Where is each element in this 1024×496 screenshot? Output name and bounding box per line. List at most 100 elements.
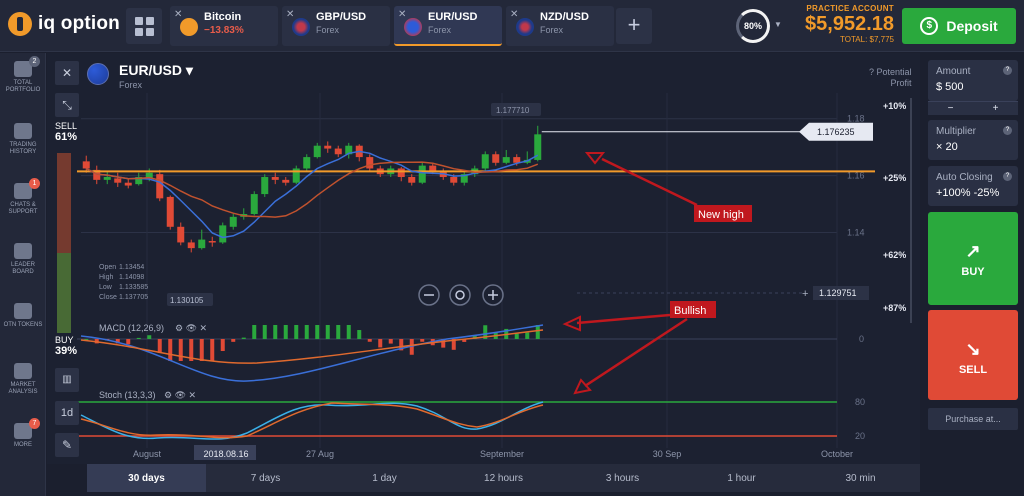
nz-flag-icon — [516, 18, 534, 36]
sidebar-item-otn-tokens[interactable]: OTN TOKENS — [0, 303, 46, 329]
settings-icon[interactable]: ⚙ 👁 ✕ — [164, 390, 196, 400]
buy-button[interactable]: ↗ BUY — [928, 212, 1018, 305]
chevron-down-icon[interactable]: ▼ — [774, 20, 782, 29]
price-chart[interactable]: 1.18 1.16 1.14 1.176235 1.177710 1.130105 1.1… — [47, 53, 920, 464]
zoom-out-button[interactable] — [418, 284, 440, 306]
timeframe-30-days[interactable]: 30 days — [87, 464, 206, 492]
candle-body — [219, 225, 227, 243]
drawing-tools-icon[interactable]: ✎ — [55, 433, 79, 457]
profit-level-label: +25% — [883, 173, 906, 183]
macd-histogram-bar — [136, 337, 141, 339]
sidebar-item-portfolio[interactable]: 2 TOTAL PORTFOLIO — [0, 56, 46, 94]
timeframe-3-hours[interactable]: 3 hours — [605, 472, 640, 484]
stoch-label[interactable]: Stoch (13,3,3) — [99, 390, 156, 400]
increase-button[interactable]: + — [992, 103, 999, 114]
tab-type: Forex — [428, 25, 452, 35]
close-icon[interactable]: ✕ — [398, 9, 407, 20]
macd-label[interactable]: MACD (12,26,9) — [99, 323, 164, 333]
sidebar-item-chats[interactable]: 1 CHATS & SUPPORT — [0, 178, 46, 216]
collapse-icon[interactable]: ⤡ — [55, 93, 79, 117]
amount-value[interactable]: $ 500 — [936, 81, 964, 93]
crosshair-button[interactable] — [449, 284, 471, 306]
close-chart-icon[interactable]: ✕ — [55, 61, 79, 85]
close-icon[interactable]: ✕ — [174, 9, 183, 20]
chart-type-icon[interactable]: ▥ — [55, 368, 79, 392]
timeframe-30-min[interactable]: 30 min — [845, 472, 876, 484]
high-price-tag — [491, 103, 541, 116]
close-icon[interactable]: ✕ — [510, 9, 519, 20]
logo[interactable]: iq option — [8, 12, 120, 36]
settings-icon[interactable]: ⚙ 👁 ✕ — [175, 323, 207, 333]
purchase-at-button[interactable]: Purchase at... — [928, 408, 1018, 430]
macd-histogram-bar — [346, 325, 351, 339]
sell-button[interactable]: ↘ SELL — [928, 310, 1018, 400]
top-bar: iq option ✕ Bitcoin −13.83% ✕ GBP/USD Fo… — [0, 0, 1024, 52]
timeframe-1-hour[interactable]: 1 hour — [727, 472, 756, 484]
candle-body — [208, 241, 216, 243]
macd-histogram-bar — [514, 333, 519, 339]
dollar-icon: $ — [920, 17, 939, 35]
macd-histogram-bar — [441, 339, 446, 348]
amount-stepper: − + — [928, 101, 1018, 115]
sidebar-item-more[interactable]: 7 MORE — [0, 418, 46, 449]
auto-closing-value[interactable]: +100% -25% — [936, 187, 1000, 199]
annotation-arrow — [576, 313, 671, 325]
sidebar-item-trading-history[interactable]: TRADING HISTORY — [0, 123, 46, 156]
ohlc-label: Low — [99, 284, 113, 291]
asset-selector[interactable]: EUR/USD ▾ — [119, 62, 193, 78]
sidebar-item-leaderboard[interactable]: LEADER BOARD — [0, 243, 46, 276]
candle-body — [513, 157, 521, 163]
sidebar-item-label: TOTAL PORTFOLIO — [5, 80, 41, 93]
tab-type: Forex — [316, 25, 340, 35]
timeframe-7-days[interactable]: 7 days — [250, 472, 281, 484]
ohlc-label: High — [99, 274, 114, 281]
macd-histogram-bar — [525, 332, 530, 339]
tab-gbp-usd[interactable]: ✕ GBP/USD Forex — [282, 6, 390, 46]
multiplier-field[interactable]: Multiplier × 20 ? — [928, 120, 1018, 160]
sidebar-item-label: OTN TOKENS — [3, 322, 43, 328]
deposit-button[interactable]: $ Deposit — [902, 8, 1016, 44]
tab-nzd-usd[interactable]: ✕ NZD/USD Forex — [506, 6, 614, 46]
annotation-label: New high — [698, 209, 744, 221]
candle-body — [334, 148, 342, 155]
candle-body — [324, 145, 332, 149]
amount-field[interactable]: Amount $ 500 ? — [928, 60, 1018, 101]
balance-total: TOTAL: $7,775 — [840, 35, 894, 44]
auto-closing-label: Auto Closing — [936, 172, 993, 183]
timeframe-12-hours[interactable]: 12 hours — [484, 472, 523, 484]
tab-eur-usd[interactable]: ✕ EUR/USD Forex — [394, 6, 502, 46]
auto-closing-field[interactable]: Auto Closing +100% -25% ? — [928, 166, 1018, 206]
zoom-in-button[interactable] — [482, 284, 504, 306]
macd-histogram-bar — [378, 339, 383, 348]
tab-bitcoin[interactable]: ✕ Bitcoin −13.83% — [170, 6, 278, 46]
macd-histogram-bar — [357, 330, 362, 339]
decrease-button[interactable]: − — [947, 103, 954, 114]
chart-area[interactable]: ✕ ⤡ EUR/USD ▾ Forex SELL 61% BUY 39% ? P… — [47, 53, 920, 464]
asset-grid-button[interactable] — [126, 8, 162, 44]
add-level-icon: + — [802, 288, 808, 300]
candle-body — [418, 165, 426, 183]
macd-histogram-bar — [399, 339, 404, 351]
timeframe-1-day[interactable]: 1 day — [372, 472, 397, 484]
candle-body — [366, 157, 374, 169]
add-tab-button[interactable]: + — [616, 8, 652, 44]
moving-average-fast — [85, 150, 539, 239]
annotation-arrow-head — [573, 378, 592, 395]
profitability-gauge[interactable]: 80% — [736, 9, 770, 43]
interval-button[interactable]: 1d — [55, 401, 79, 425]
x-tick-label: October — [821, 449, 853, 459]
candle-body — [187, 242, 195, 249]
account-balance[interactable]: PRACTICE ACCOUNT $5,952.18 TOTAL: $7,775 — [786, 4, 894, 44]
sidebar-item-label: CHATS & SUPPORT — [8, 202, 38, 215]
notification-badge: 7 — [29, 418, 40, 429]
help-icon[interactable]: ? — [1003, 66, 1012, 75]
annotation-box — [670, 301, 716, 318]
help-icon[interactable]: ? — [1003, 126, 1012, 135]
low-price-label: 1.130105 — [170, 296, 204, 305]
multiplier-value[interactable]: × 20 — [936, 141, 958, 153]
close-icon[interactable]: ✕ — [286, 9, 295, 20]
sell-sentiment-value: 61% — [55, 131, 78, 143]
ohlc-label: Close — [99, 294, 117, 301]
sidebar-item-market-analysis[interactable]: MARKET ANALYSIS — [0, 363, 46, 396]
help-icon[interactable]: ? — [1003, 172, 1012, 181]
